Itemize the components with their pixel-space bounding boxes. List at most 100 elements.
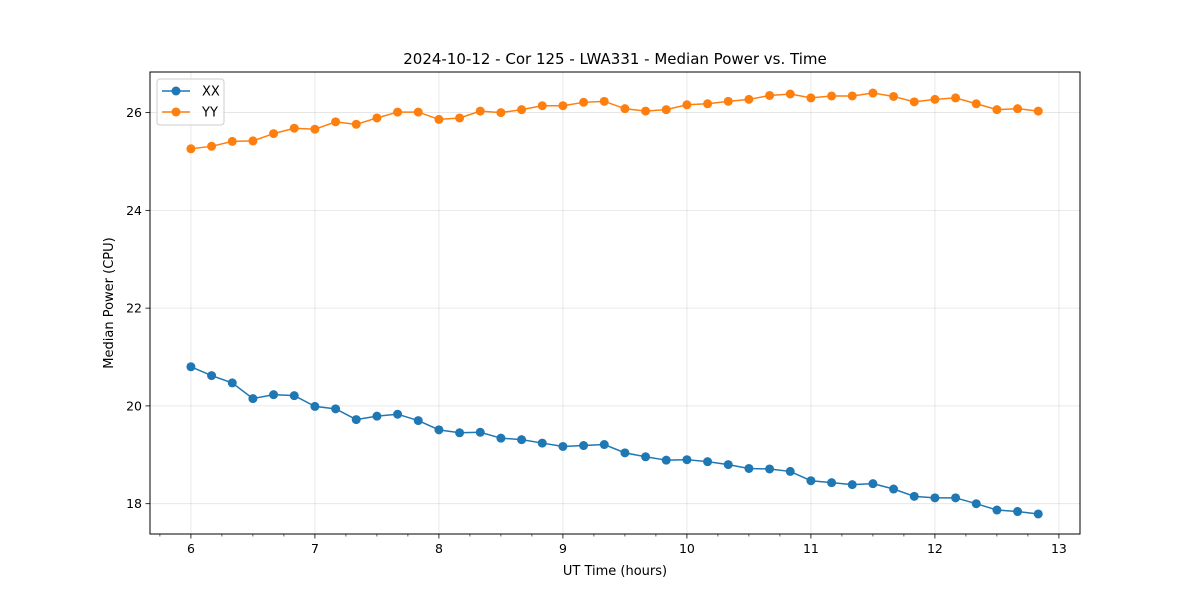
- data-point-xx: [1033, 509, 1043, 519]
- data-point-yy: [1033, 106, 1043, 116]
- data-point-xx: [372, 411, 382, 421]
- x-tick-label: 9: [559, 541, 567, 556]
- data-point-yy: [413, 107, 423, 117]
- data-point-xx: [806, 476, 816, 486]
- data-point-yy: [620, 104, 630, 114]
- x-tick-label: 7: [311, 541, 319, 556]
- x-tick-label: 6: [187, 541, 195, 556]
- data-point-yy: [393, 107, 403, 117]
- data-point-xx: [620, 448, 630, 458]
- x-tick-label: 12: [927, 541, 943, 556]
- data-point-xx: [269, 390, 279, 400]
- data-point-yy: [992, 105, 1002, 115]
- data-point-xx: [351, 415, 361, 425]
- data-point-xx: [496, 433, 506, 443]
- data-point-xx: [289, 391, 299, 401]
- data-point-yy: [930, 94, 940, 104]
- data-point-yy: [186, 144, 196, 154]
- data-point-yy: [599, 96, 609, 106]
- grid: [150, 72, 1080, 534]
- data-point-xx: [186, 362, 196, 372]
- data-point-xx: [682, 455, 692, 465]
- data-point-yy: [744, 94, 754, 104]
- data-point-yy: [765, 90, 775, 100]
- data-point-yy: [703, 99, 713, 109]
- data-point-xx: [393, 409, 403, 419]
- data-point-xx: [909, 491, 919, 501]
- y-axis-label: Median Power (CPU): [102, 237, 117, 368]
- data-point-yy: [475, 106, 485, 116]
- data-point-yy: [351, 119, 361, 129]
- chart-title: 2024-10-12 - Cor 125 - LWA331 - Median P…: [403, 50, 827, 68]
- data-point-xx: [992, 505, 1002, 515]
- data-point-yy: [289, 123, 299, 133]
- data-point-xx: [331, 404, 341, 414]
- data-point-xx: [971, 499, 981, 509]
- data-point-yy: [723, 96, 733, 106]
- plot-frame: [149, 71, 1081, 535]
- data-point-yy: [558, 101, 568, 111]
- data-point-xx: [248, 394, 258, 404]
- data-point-xx: [310, 401, 320, 411]
- data-point-xx: [889, 484, 899, 494]
- data-point-xx: [599, 440, 609, 450]
- data-point-yy: [331, 117, 341, 127]
- data-point-xx: [765, 464, 775, 474]
- data-point-xx: [207, 371, 217, 381]
- data-point-yy: [951, 93, 961, 103]
- data-point-xx: [827, 478, 837, 488]
- data-point-yy: [455, 113, 465, 123]
- data-point-yy: [827, 91, 837, 101]
- data-point-xx: [868, 479, 878, 489]
- series-layer: [186, 88, 1043, 519]
- data-point-yy: [909, 97, 919, 107]
- axes: 6 7 8 9 10 11 12 13 18 20 22 24 26: [126, 105, 1067, 556]
- data-point-yy: [310, 124, 320, 134]
- data-point-yy: [868, 88, 878, 98]
- data-point-yy: [847, 91, 857, 101]
- data-point-xx: [434, 425, 444, 435]
- data-point-xx: [703, 457, 713, 467]
- data-point-xx: [517, 435, 527, 445]
- data-point-xx: [455, 428, 465, 438]
- data-point-yy: [579, 97, 589, 107]
- y-tick-label: 20: [126, 398, 142, 413]
- data-point-xx: [785, 466, 795, 476]
- data-point-xx: [1013, 507, 1023, 517]
- x-tick-label: 10: [679, 541, 695, 556]
- data-point-xx: [641, 452, 651, 462]
- data-point-xx: [951, 493, 961, 503]
- data-point-xx: [227, 378, 237, 388]
- y-tick-label: 24: [126, 203, 142, 218]
- data-point-xx: [847, 480, 857, 490]
- legend-label-yy: YY: [201, 106, 218, 121]
- data-point-yy: [537, 101, 547, 111]
- data-point-yy: [227, 136, 237, 146]
- data-point-yy: [517, 105, 527, 115]
- y-tick-label: 18: [126, 496, 142, 511]
- data-point-xx: [558, 441, 568, 451]
- data-point-yy: [806, 93, 816, 103]
- data-point-yy: [434, 114, 444, 124]
- x-tick-label: 13: [1051, 541, 1067, 556]
- y-tick-label: 26: [126, 105, 142, 120]
- data-point-xx: [475, 427, 485, 437]
- x-tick-label: 11: [803, 541, 819, 556]
- data-point-yy: [889, 91, 899, 101]
- data-point-yy: [661, 105, 671, 115]
- legend-marker-xx: [171, 86, 181, 96]
- data-point-yy: [785, 89, 795, 99]
- x-tick-label: 8: [435, 541, 443, 556]
- legend-marker-yy: [171, 107, 181, 117]
- data-point-yy: [269, 129, 279, 139]
- y-tick-label: 22: [126, 301, 142, 316]
- data-point-xx: [537, 438, 547, 448]
- data-point-yy: [496, 108, 506, 118]
- data-point-yy: [372, 113, 382, 123]
- x-axis-label: UT Time (hours): [563, 564, 667, 579]
- data-point-yy: [207, 141, 217, 151]
- legend-label-xx: XX: [202, 85, 220, 100]
- data-point-xx: [661, 455, 671, 465]
- data-point-yy: [248, 136, 258, 146]
